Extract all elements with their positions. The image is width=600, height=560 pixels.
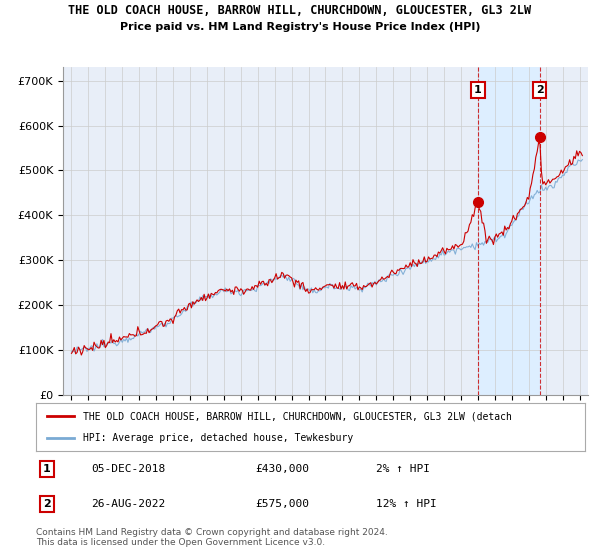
Text: Price paid vs. HM Land Registry's House Price Index (HPI): Price paid vs. HM Land Registry's House …	[120, 22, 480, 32]
Text: 2% ↑ HPI: 2% ↑ HPI	[376, 464, 430, 474]
Text: THE OLD COACH HOUSE, BARROW HILL, CHURCHDOWN, GLOUCESTER, GL3 2LW (detach: THE OLD COACH HOUSE, BARROW HILL, CHURCH…	[83, 411, 512, 421]
Text: HPI: Average price, detached house, Tewkesbury: HPI: Average price, detached house, Tewk…	[83, 433, 353, 443]
Text: 26-AUG-2022: 26-AUG-2022	[91, 499, 165, 509]
Text: 2: 2	[43, 499, 51, 509]
Bar	[478, 67, 540, 395]
Text: 1: 1	[43, 464, 51, 474]
Text: £430,000: £430,000	[256, 464, 310, 474]
Text: 12% ↑ HPI: 12% ↑ HPI	[376, 499, 437, 509]
Text: 2: 2	[536, 85, 544, 95]
Text: £575,000: £575,000	[256, 499, 310, 509]
Text: THE OLD COACH HOUSE, BARROW HILL, CHURCHDOWN, GLOUCESTER, GL3 2LW: THE OLD COACH HOUSE, BARROW HILL, CHURCH…	[68, 4, 532, 17]
Text: 1: 1	[474, 85, 482, 95]
Text: Contains HM Land Registry data © Crown copyright and database right 2024.
This d: Contains HM Land Registry data © Crown c…	[36, 528, 388, 547]
Text: 05-DEC-2018: 05-DEC-2018	[91, 464, 165, 474]
